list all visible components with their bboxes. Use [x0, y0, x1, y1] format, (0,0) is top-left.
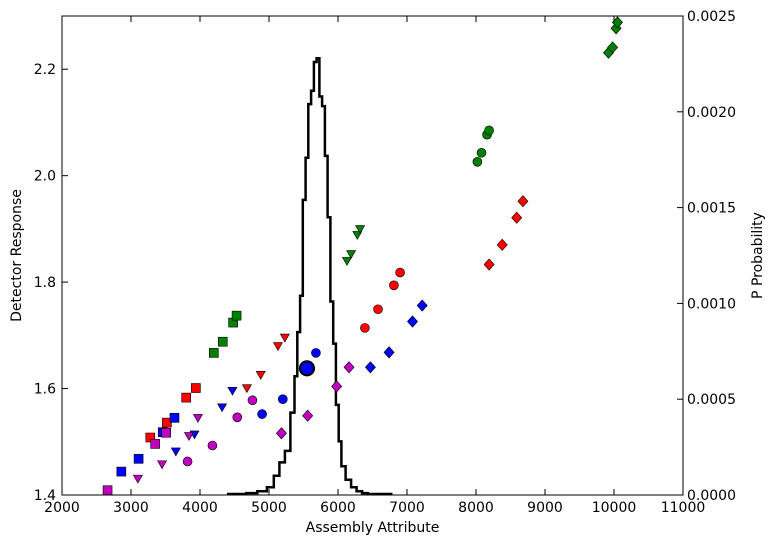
plot-frame [61, 15, 684, 496]
x-tick-label: 11000 [661, 500, 706, 516]
data-point [217, 336, 228, 347]
data-point [145, 432, 156, 443]
data-point [169, 413, 180, 423]
data-point [476, 147, 487, 158]
series-15 [275, 361, 355, 440]
y-tick-label: 1.6 [34, 382, 56, 398]
data-point [182, 456, 193, 467]
data-point [181, 392, 191, 403]
data-point [232, 412, 243, 423]
data-point [607, 41, 619, 54]
x-tick-label: 8000 [458, 500, 494, 516]
data-point [360, 323, 370, 333]
series-7 [132, 414, 203, 484]
data-point [511, 211, 523, 224]
series-4 [341, 225, 366, 266]
data-point [311, 348, 321, 358]
series-14 [364, 299, 428, 374]
data-point [133, 454, 144, 464]
x-tick-label: 3000 [113, 500, 149, 516]
data-point [157, 460, 168, 470]
data-point [302, 409, 314, 422]
axes: 2000 3000 4000 5000 6000 7000 8000 9000 10000 110… [34, 9, 736, 516]
data-point [247, 395, 258, 406]
y2-tick-label: 0.0020 [687, 105, 736, 121]
highlight-point [298, 360, 316, 377]
data-point [231, 310, 242, 321]
probability-histogram [226, 56, 393, 495]
data-point [272, 342, 283, 352]
series-13 [483, 195, 529, 271]
series-9 [360, 267, 405, 333]
x-tick-label: 7000 [389, 500, 425, 516]
plot-area [102, 16, 623, 495]
data-point [373, 304, 383, 315]
data-point [161, 427, 171, 438]
data-point [416, 299, 428, 312]
data-point [257, 409, 267, 419]
data-point [217, 403, 228, 413]
x-tick-label: 5000 [251, 500, 287, 516]
data-point [132, 474, 143, 484]
data-point [331, 380, 343, 393]
data-point [355, 225, 366, 234]
data-point [341, 257, 352, 266]
data-point [102, 485, 113, 495]
data-point [383, 346, 395, 359]
data-point [191, 383, 201, 393]
data-point [346, 250, 357, 260]
data-point [255, 371, 266, 380]
x-axis-label: Assembly Attribute [306, 520, 440, 536]
data-point [183, 432, 194, 442]
data-point [209, 348, 219, 358]
series-1 [145, 383, 201, 443]
data-point [496, 238, 508, 251]
y2-axis-label: P Probability [750, 212, 766, 299]
series-12 [603, 16, 623, 59]
series-5 [241, 333, 290, 394]
data-point [279, 333, 290, 343]
data-point [364, 361, 376, 374]
series-11 [182, 395, 258, 467]
data-point [407, 315, 418, 328]
x-tick-label: 10000 [592, 500, 637, 516]
data-point [484, 125, 494, 136]
data-point [241, 384, 252, 394]
y2-tick-label: 0.0015 [687, 201, 736, 217]
y-tick-label: 1.8 [34, 275, 56, 291]
y-tick-label: 1.4 [34, 488, 56, 504]
y-tick-label: 2.0 [34, 169, 56, 185]
plot-marks [102, 16, 623, 495]
data-point [483, 258, 495, 271]
x-tick-label: 6000 [320, 500, 356, 516]
series-8 [472, 125, 494, 167]
data-point [472, 157, 483, 167]
data-point [517, 195, 529, 208]
series-6 [170, 387, 238, 457]
data-point [227, 387, 238, 396]
data-point [389, 280, 399, 291]
data-point [207, 440, 218, 451]
y-tick-label: 2.2 [34, 62, 56, 78]
data-point [170, 447, 181, 457]
x-tick-label: 2000 [44, 500, 80, 516]
y2-tick-label: 0.0000 [687, 488, 736, 504]
data-point [395, 267, 405, 278]
data-point [352, 231, 363, 240]
x-tick-label: 4000 [182, 500, 218, 516]
y2-tick-label: 0.0010 [687, 296, 736, 312]
series-10 [257, 348, 321, 419]
data-point [116, 466, 127, 477]
data-point [150, 439, 160, 449]
y2-tick-label: 0.0025 [687, 9, 736, 25]
data-point [277, 394, 288, 405]
y2-tick-label: 0.0005 [687, 392, 736, 408]
y-axis-label: Detector Response [9, 189, 25, 322]
data-point [343, 361, 355, 374]
series-0 [209, 310, 242, 358]
data-point [192, 414, 203, 423]
x-tick-label: 9000 [527, 500, 563, 516]
data-point [275, 427, 287, 440]
